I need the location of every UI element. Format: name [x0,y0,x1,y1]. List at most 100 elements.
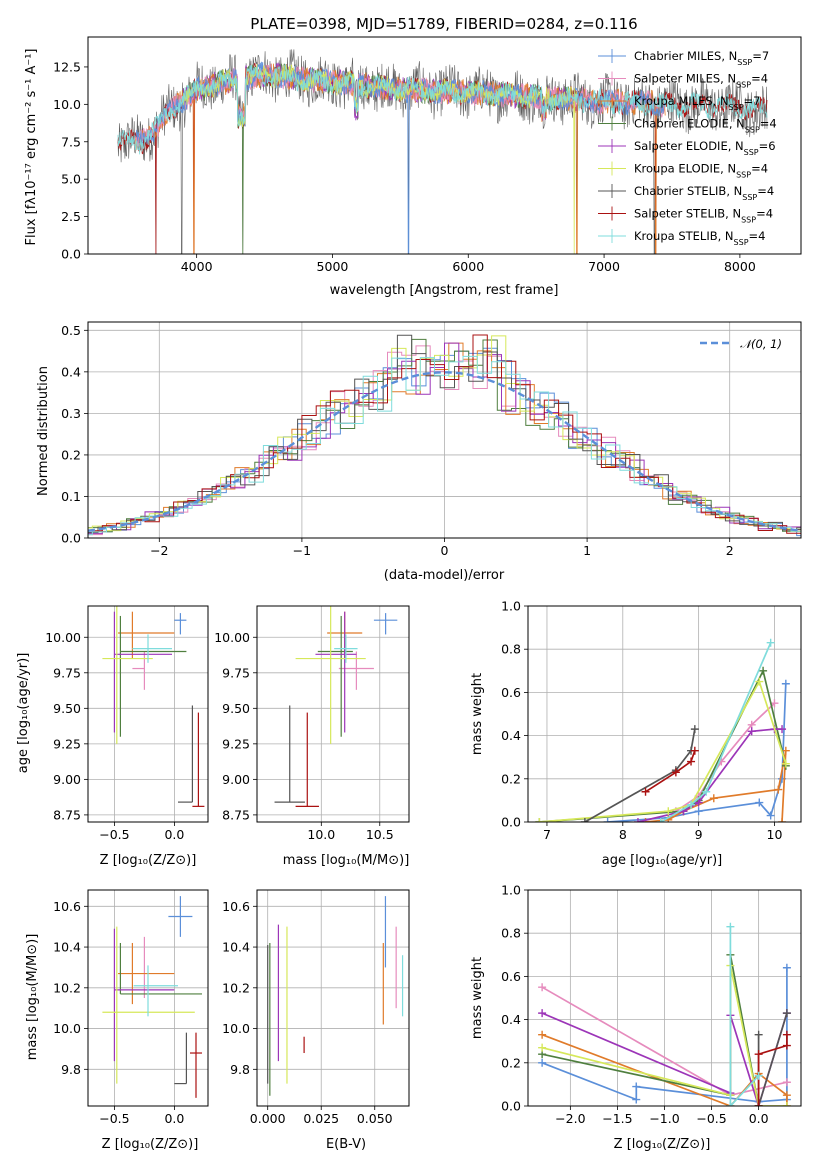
age_vs_mass-xtick-label-0: 10.0 [307,827,335,842]
residuals-ytick-label-1: 0.1 [61,489,81,504]
residuals-xtick-label-4: 2 [726,543,734,558]
age_vs_Z-ytick-label-3: 9.50 [53,701,81,716]
massweight_vs_age-xtick-label-1: 8 [619,827,627,842]
mass_vs_ebv-frame [256,889,410,1107]
massweight_vs_Z-xtick-label-1: −1.5 [602,1111,632,1126]
residuals-xtick-label-2: 0 [441,543,449,558]
age_vs_mass-ytick-label-1: 9.00 [222,772,250,787]
massweight_vs_Z-marker-chabrier_stelib-2 [782,1009,791,1018]
massweight_vs_Z-marker-chabrier_miles-2 [632,1082,641,1091]
mass_vs_ebv-xtick-label-1: 0.025 [303,1111,339,1126]
residuals-xlabel: (data-model)/error [384,568,505,583]
spectrum-legend-label-2: Kroupa MILES, NSSP=7 [634,94,760,112]
residuals-ytick-label-2: 0.2 [61,447,81,462]
mass_vs_ebv-ytick-label-0: 9.8 [230,1062,250,1077]
spectrum-frame [87,36,802,255]
massweight_vs_age-line-salpeter_stelib [645,750,696,793]
age-vs-mass-panel: mass [log₁₀(M/M⊙)] 10.0 10.5 8.75 9.00 9.25 9… [214,605,410,868]
mass-vs-ebv-panel: E(B-V) 0.000 0.025 0.050 9.8 10.0 10.2 10.4 10.… [222,889,410,1152]
age_vs_Z-xtick-label-1: 0.0 [164,827,184,842]
mass_vs_Z-ytick-label-1: 10.0 [53,1021,81,1036]
residuals-xtick-label-3: 1 [583,543,591,558]
residuals-frame [87,321,802,539]
massweight_vs_Z-marker-kroupa_miles-3 [782,1091,791,1100]
residuals-ytick-label-3: 0.3 [61,406,81,421]
mwZ-ylabel: mass weight [470,957,485,1039]
massweight_vs_Z-marker-chabrier_miles-5 [782,963,791,972]
spectrum-legend-label-5: Kroupa ELODIE, NSSP=4 [634,162,768,180]
age_vs_mass-ytick-label-5: 10.00 [214,630,250,645]
age_vs_mass-xtick-label-1: 10.5 [366,827,394,842]
massweight_vs_Z-marker-kroupa_elodie-0 [538,1043,547,1052]
age_vs_mass-frame [256,605,410,823]
massweight_vs_Z-ytick-label-0: 0.0 [501,1099,521,1114]
mass_vs_ebv-xtick-label-2: 0.050 [357,1111,393,1126]
mwAge-ylabel: mass weight [470,673,485,755]
massweight_vs_age-marker-kroupa_stelib-2 [702,787,711,796]
massweight_vs_age-marker-salpeter_elodie-2 [694,798,703,807]
massweight-vs-age-panel: age [log₁₀(age/yr)] mass weight 7 8 9 10 0.0… [470,599,802,868]
massweight_vs_Z-marker-salpeter_miles-2 [782,1078,791,1087]
mwZ-xlabel: Z [log₁₀(Z/Z⊙)] [614,1137,711,1152]
massweight_vs_Z-marker-salpeter_stelib-1 [754,1050,763,1059]
massweight_vs_age-marker-kroupa_stelib-0 [656,818,665,822]
mass_vs_ebv-ytick-label-1: 10.0 [222,1021,250,1036]
massweight_vs_Z-xtick-label-0: −2.0 [555,1111,585,1126]
massweight_vs_age-xtick-label-3: 10 [767,827,783,842]
spectrum-ytick-label-4: 10.0 [53,97,81,112]
residuals-xtick-label-1: −1 [293,543,311,558]
massweight_vs_age-line-kroupa_elodie [539,679,787,822]
massweight_vs_Z-xtick-label-4: 0.0 [749,1111,769,1126]
massweight_vs_Z-marker-chabrier_miles-1 [632,1095,641,1104]
massweight_vs_age-line-chabrier_stelib [584,728,696,822]
mass_vs_Z-ytick-label-0: 9.8 [61,1062,81,1077]
residuals-panel: (data-model)/error Normed distribution −… [36,321,802,583]
spectrum-ytick-label-3: 7.5 [61,134,81,149]
residuals-ytick-label-4: 0.4 [61,364,81,379]
spectrum-xtick-label-3: 7000 [588,259,620,274]
massweight_vs_Z-line-chabrier_elodie [541,954,760,1106]
spectrum-line-kroupa_elodie [182,63,578,254]
spectrum-xtick-label-0: 4000 [181,259,213,274]
age_vs_mass-ytick-label-0: 8.75 [222,807,250,822]
spectrum-legend-label-1: Salpeter MILES, NSSP=4 [634,72,768,90]
residuals-ytick-label-0: 0.0 [61,531,81,546]
massweight_vs_age-marker-chabrier_miles-2 [694,807,703,816]
massweight_vs_Z-ytick-label-5: 1.0 [501,883,521,898]
massweight_vs_Z-marker-chabrier_miles-0 [538,1058,547,1067]
mE-xlabel: E(B-V) [326,1137,366,1152]
massweight-vs-Z-panel: Z [log₁₀(Z/Z⊙)] mass weight −2.0 −1.5 −1.0… [470,883,802,1152]
massweight_vs_Z-marker-salpeter_stelib-2 [782,1041,791,1050]
massweight_vs_age-marker-chabrier_miles-4 [766,811,775,820]
ageZ-ylabel: age [log₁₀(age/yr)] [16,653,31,774]
spectrum-panel: PLATE=0398, MJD=51789, FIBERID=0284, z=0… [24,15,802,298]
spectrum-line-kroupa_stelib [117,64,768,155]
spectrum-legend-label-7: Salpeter STELIB, NSSP=4 [634,207,773,225]
residuals-hist-salpeter_stelib [88,334,801,535]
massweight_vs_age-marker-kroupa_elodie-3 [755,677,764,686]
ageM-xlabel: mass [log₁₀(M/M⊙)] [283,853,410,868]
massweight_vs_Z-frame [527,889,802,1107]
age_vs_Z-ytick-label-5: 10.00 [45,630,81,645]
massweight_vs_age-line-salpeter_elodie [637,728,782,822]
age_vs_Z-frame [87,605,209,823]
age_vs_mass-ytick-label-3: 9.50 [222,701,250,716]
spectrum-ylabel: Flux [fλ10⁻¹⁷ erg cm⁻² s⁻¹ A⁻¹] [24,49,39,246]
massweight_vs_Z-ytick-label-1: 0.2 [501,1055,521,1070]
massweight_vs_age-marker-kroupa_elodie-0 [535,818,544,822]
massweight_vs_age-marker-chabrier_stelib-3 [690,725,699,734]
massweight_vs_age-marker-kroupa_miles-6 [778,818,787,822]
massweight_vs_Z-marker-salpeter_elodie-0 [538,1009,547,1018]
spectrum-xlabel: wavelength [Angstrom, rest frame] [330,283,559,298]
massweight_vs_age-marker-kroupa_elodie-4 [781,759,790,768]
spectrum-xtick-label-2: 6000 [452,259,484,274]
massweight_vs_Z-ytick-label-3: 0.6 [501,969,521,984]
massweight_vs_age-marker-salpeter_miles-4 [770,699,779,708]
mass_vs_Z-xtick-label-0: −0.5 [99,1111,129,1126]
mass_vs_Z-frame [87,889,209,1107]
massweight_vs_age-ytick-label-3: 0.6 [501,685,521,700]
massweight_vs_age-line-kroupa_stelib [660,642,772,822]
residuals-hist-salpeter_miles [88,345,801,536]
residuals-gaussian-line [88,371,801,532]
massweight_vs_age-ytick-label-5: 1.0 [501,599,521,614]
